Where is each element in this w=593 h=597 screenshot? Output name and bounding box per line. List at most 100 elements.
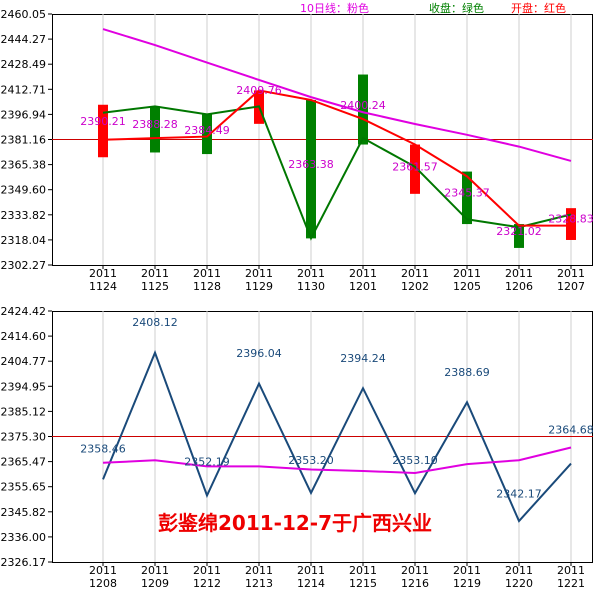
x-tick-label: 2011 [557, 564, 585, 577]
x-tick-label: 1130 [297, 280, 325, 293]
x-tick-label: 1219 [453, 577, 481, 590]
data-label: 2400.24 [340, 99, 386, 112]
x-tick-label: 1213 [245, 577, 273, 590]
x-tick-label: 1221 [557, 577, 585, 590]
x-tick-label: 2011 [245, 267, 273, 280]
watermark-text: 彭鉴绵2011-12-7于广西兴业 [158, 511, 432, 535]
data-label: 2396.04 [236, 347, 282, 360]
candle-bar [410, 144, 420, 194]
x-tick-label: 1128 [193, 280, 221, 293]
average-line [102, 446, 572, 475]
x-tick-label: 2011 [245, 564, 273, 577]
legend-ma10: 10日线：粉色 [300, 1, 369, 15]
y-tick-label: 2375.30 [1, 431, 47, 444]
x-tick-label: 2011 [141, 564, 169, 577]
candle-bar [306, 99, 316, 239]
candle-bar [98, 104, 108, 158]
x-tick-label: 1212 [193, 577, 221, 590]
x-tick-label: 2011 [401, 267, 429, 280]
data-label: 2394.24 [340, 352, 386, 365]
x-tick-label: 1220 [505, 577, 533, 590]
data-label: 2353.20 [288, 454, 334, 467]
data-label: 2358.46 [80, 443, 126, 456]
x-tick-label: 2011 [193, 564, 221, 577]
y-tick-label: 2394.95 [1, 380, 47, 393]
legend-close: 收盘：绿色 [429, 1, 484, 15]
x-tick-label: 2011 [297, 564, 325, 577]
y-tick-label: 2318.04 [1, 234, 47, 247]
candle-bar [358, 74, 368, 145]
data-label: 2321.02 [496, 225, 542, 238]
y-tick-label: 2336.00 [1, 531, 47, 544]
data-label: 2328.83 [548, 213, 593, 226]
data-label: 2364.68 [548, 423, 593, 436]
y-tick-label: 2424.42 [1, 305, 47, 318]
x-tick-label: 2011 [557, 267, 585, 280]
y-tick-label: 2345.82 [1, 506, 47, 519]
data-label: 2342.17 [496, 487, 542, 500]
data-label: 2388.69 [444, 366, 490, 379]
y-tick-label: 2444.27 [1, 33, 47, 46]
y-tick-label: 2349.60 [1, 184, 47, 197]
data-label: 2352.19 [184, 455, 230, 468]
y-tick-label: 2381.16 [1, 134, 47, 147]
x-tick-label: 2011 [349, 564, 377, 577]
y-tick-label: 2412.71 [1, 83, 47, 96]
y-tick-label: 2460.05 [1, 8, 47, 21]
x-tick-label: 2011 [89, 564, 117, 577]
x-tick-label: 2011 [349, 267, 377, 280]
y-tick-label: 2385.12 [1, 405, 47, 418]
y-tick-label: 2326.17 [1, 556, 47, 569]
x-tick-label: 2011 [453, 267, 481, 280]
y-tick-label: 2333.82 [1, 209, 47, 222]
y-tick-label: 2414.60 [1, 330, 47, 343]
candle-bar [566, 208, 576, 240]
x-tick-label: 1201 [349, 280, 377, 293]
x-tick-label: 2011 [141, 267, 169, 280]
y-tick-label: 2404.77 [1, 355, 47, 368]
x-tick-label: 1208 [89, 577, 117, 590]
data-label: 2353.10 [392, 454, 438, 467]
data-label: 2409.76 [236, 84, 282, 97]
candle-bar [202, 114, 212, 155]
x-tick-label: 1124 [89, 280, 117, 293]
x-tick-label: 1214 [297, 577, 325, 590]
candle-bar [514, 224, 524, 248]
y-tick-label: 2428.49 [1, 58, 47, 71]
data-label: 2390.21 [80, 115, 126, 128]
x-tick-label: 2011 [297, 267, 325, 280]
x-tick-label: 2011 [193, 267, 221, 280]
data-label: 2361.57 [392, 161, 438, 174]
x-tick-label: 2011 [505, 267, 533, 280]
x-tick-label: 1209 [141, 577, 169, 590]
x-tick-label: 2011 [505, 564, 533, 577]
data-label: 2388.28 [132, 118, 178, 131]
data-label: 2384.49 [184, 124, 230, 137]
x-tick-label: 2011 [89, 267, 117, 280]
x-tick-label: 1216 [401, 577, 429, 590]
close-price-line [102, 105, 572, 241]
x-tick-label: 2011 [453, 564, 481, 577]
candle-bar [150, 106, 160, 153]
x-tick-label: 2011 [401, 564, 429, 577]
y-tick-label: 2365.38 [1, 159, 47, 172]
candle-bar [462, 171, 472, 225]
x-tick-label: 1205 [453, 280, 481, 293]
data-label: 2363.38 [288, 158, 334, 171]
y-tick-label: 2396.94 [1, 108, 47, 121]
open-price-line [102, 89, 571, 227]
y-tick-label: 2365.47 [1, 456, 47, 469]
y-tick-label: 2355.65 [1, 481, 47, 494]
x-tick-label: 1129 [245, 280, 273, 293]
x-tick-label: 1207 [557, 280, 585, 293]
ma10-line [102, 28, 572, 162]
x-tick-label: 1215 [349, 577, 377, 590]
data-label: 2408.12 [132, 316, 178, 329]
x-tick-label: 1206 [505, 280, 533, 293]
legend-open: 开盘：红色 [511, 1, 566, 15]
data-label: 2345.37 [444, 186, 490, 199]
y-tick-label: 2302.27 [1, 259, 47, 272]
x-tick-label: 1125 [141, 280, 169, 293]
